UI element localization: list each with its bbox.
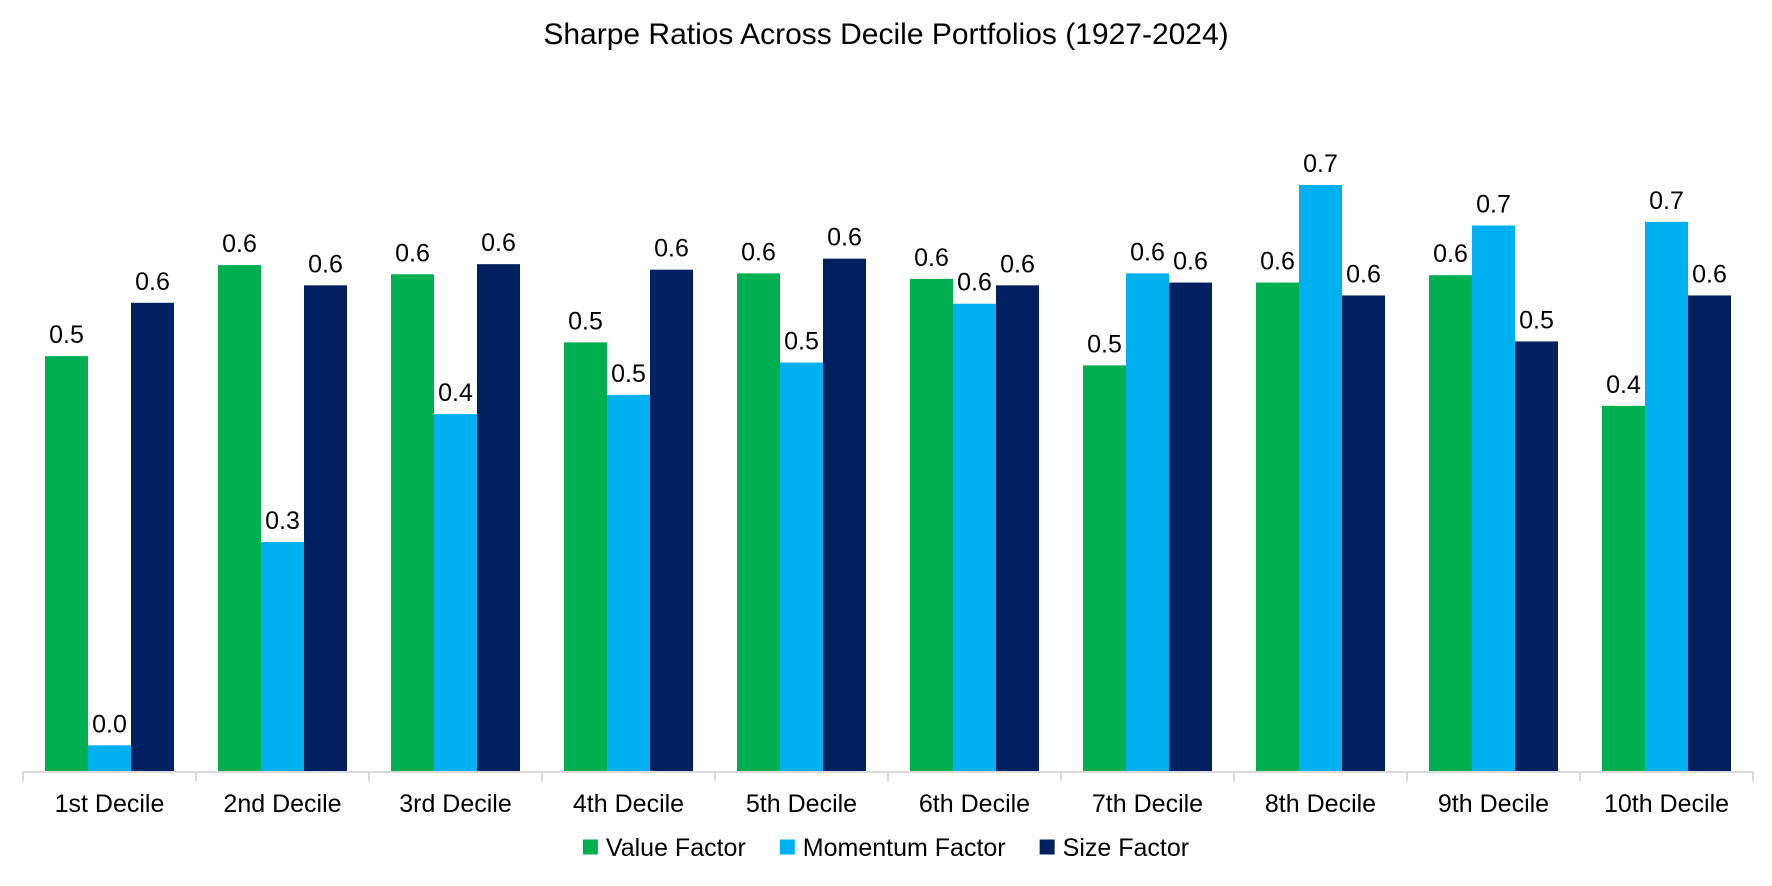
data-label-momentum-factor-5th-decile: 0.5 (784, 328, 819, 356)
data-label-size-factor-10th-decile: 0.6 (1692, 260, 1727, 288)
bar-size-factor-7th-decile (1169, 282, 1212, 772)
x-tick-label-6th-decile: 6th Decile (919, 790, 1030, 818)
data-label-size-factor-8th-decile: 0.6 (1346, 260, 1381, 288)
data-labels-layer: 0.5 0.0 0.6 0.6 0.3 0.6 0.6 0.4 0.6 0.5 0.5 0.6 0.6 0… (49, 150, 1727, 738)
bar-size-factor-10th-decile (1688, 295, 1731, 772)
bar-size-factor-2nd-decile (304, 285, 347, 772)
data-label-momentum-factor-3rd-decile: 0.4 (438, 379, 473, 407)
data-label-size-factor-4th-decile: 0.6 (654, 235, 689, 263)
x-tick-label-9th-decile: 9th Decile (1438, 790, 1549, 818)
data-label-value-factor-2nd-decile: 0.6 (222, 230, 257, 258)
data-label-value-factor-7th-decile: 0.5 (1087, 330, 1122, 358)
bar-momentum-factor-6th-decile (953, 303, 996, 772)
x-axis: 1st Decile 2nd Decile 3rd Decile 4th Decile… (22, 771, 1754, 818)
data-label-size-factor-5th-decile: 0.6 (827, 224, 862, 252)
bar-value-factor-2nd-decile (218, 265, 261, 772)
bar-size-factor-1st-decile (131, 302, 174, 772)
bar-momentum-factor-3rd-decile (434, 414, 477, 772)
data-label-size-factor-1st-decile: 0.6 (135, 268, 170, 296)
x-tick-label-1st-decile: 1st Decile (55, 790, 165, 818)
bar-size-factor-9th-decile (1515, 341, 1558, 772)
bar-value-factor-6th-decile (910, 278, 953, 772)
x-tick-label-10th-decile: 10th Decile (1604, 790, 1729, 818)
x-tick-label-4th-decile: 4th Decile (573, 790, 684, 818)
data-label-size-factor-9th-decile: 0.5 (1519, 306, 1554, 334)
bar-momentum-factor-4th-decile (607, 394, 650, 772)
data-label-size-factor-2nd-decile: 0.6 (308, 250, 343, 278)
x-tick-label-2nd-decile: 2nd Decile (223, 790, 341, 818)
bar-size-factor-5th-decile (823, 258, 866, 772)
bar-momentum-factor-7th-decile (1126, 273, 1169, 772)
legend: Value Factor Momentum Factor Size Factor (582, 834, 1189, 862)
data-label-value-factor-6th-decile: 0.6 (914, 244, 949, 272)
bar-momentum-factor-5th-decile (780, 362, 823, 772)
bar-momentum-factor-1st-decile (88, 745, 131, 772)
data-label-value-factor-4th-decile: 0.5 (568, 307, 603, 335)
legend-swatch-value-factor (582, 839, 598, 855)
x-tick-label-5th-decile: 5th Decile (746, 790, 857, 818)
data-label-momentum-factor-8th-decile: 0.7 (1303, 150, 1338, 178)
bar-size-factor-8th-decile (1342, 295, 1385, 772)
data-label-momentum-factor-7th-decile: 0.6 (1130, 238, 1165, 266)
x-tick-label-3rd-decile: 3rd Decile (399, 790, 512, 818)
bar-momentum-factor-10th-decile (1645, 221, 1688, 773)
legend-swatch-size-factor (1039, 839, 1055, 855)
bar-momentum-factor-9th-decile (1472, 225, 1515, 772)
data-label-size-factor-3rd-decile: 0.6 (481, 229, 516, 257)
data-label-momentum-factor-2nd-decile: 0.3 (265, 507, 300, 535)
bar-size-factor-4th-decile (650, 269, 693, 772)
bar-momentum-factor-8th-decile (1299, 185, 1342, 773)
bar-momentum-factor-2nd-decile (261, 542, 304, 772)
data-label-momentum-factor-1st-decile: 0.0 (92, 710, 127, 738)
chart-title: Sharpe Ratios Across Decile Portfolios (… (543, 18, 1228, 51)
bar-value-factor-1st-decile (45, 356, 88, 772)
bar-size-factor-6th-decile (996, 285, 1039, 772)
bar-value-factor-5th-decile (737, 273, 780, 772)
bar-value-factor-3rd-decile (391, 274, 434, 772)
x-tick-label-7th-decile: 7th Decile (1092, 790, 1203, 818)
legend-label-momentum-factor: Momentum Factor (803, 834, 1006, 862)
bar-value-factor-8th-decile (1256, 282, 1299, 772)
data-label-size-factor-7th-decile: 0.6 (1173, 248, 1208, 276)
bar-value-factor-9th-decile (1429, 275, 1472, 772)
legend-label-value-factor: Value Factor (606, 834, 746, 862)
bars-layer (45, 185, 1731, 773)
data-label-value-factor-8th-decile: 0.6 (1260, 248, 1295, 276)
data-label-value-factor-1st-decile: 0.5 (49, 321, 84, 349)
data-label-value-factor-3rd-decile: 0.6 (395, 239, 430, 267)
bar-value-factor-7th-decile (1083, 365, 1126, 772)
legend-swatch-momentum-factor (779, 839, 795, 855)
data-label-value-factor-5th-decile: 0.6 (741, 238, 776, 266)
bar-value-factor-4th-decile (564, 342, 607, 772)
data-label-momentum-factor-4th-decile: 0.5 (611, 360, 646, 388)
data-label-momentum-factor-9th-decile: 0.7 (1476, 191, 1511, 219)
bar-value-factor-10th-decile (1602, 405, 1645, 772)
data-label-value-factor-10th-decile: 0.4 (1606, 371, 1641, 399)
data-label-value-factor-9th-decile: 0.6 (1433, 240, 1468, 268)
bar-size-factor-3rd-decile (477, 264, 520, 772)
x-tick-label-8th-decile: 8th Decile (1265, 790, 1376, 818)
legend-label-size-factor: Size Factor (1063, 834, 1189, 862)
data-label-momentum-factor-6th-decile: 0.6 (957, 269, 992, 297)
data-label-momentum-factor-10th-decile: 0.7 (1649, 187, 1684, 215)
data-label-size-factor-6th-decile: 0.6 (1000, 250, 1035, 278)
